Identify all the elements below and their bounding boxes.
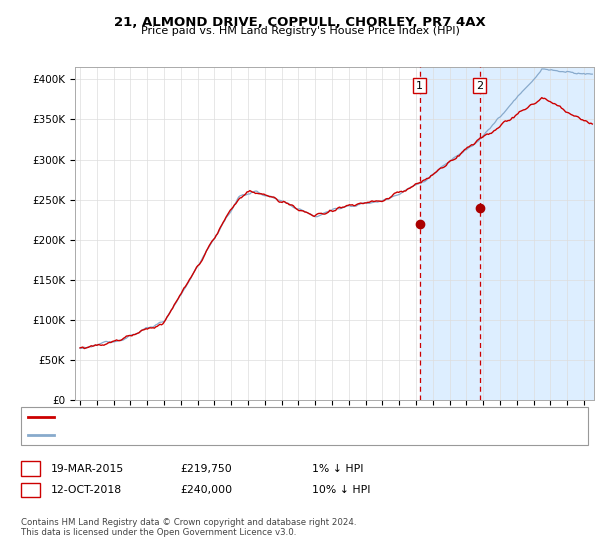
Text: £240,000: £240,000 (180, 485, 232, 495)
Bar (479, 67, 594, 400)
Text: 21, ALMOND DRIVE, COPPULL, CHORLEY, PR7 4AX: 21, ALMOND DRIVE, COPPULL, CHORLEY, PR7 … (114, 16, 486, 29)
Text: Contains HM Land Registry data © Crown copyright and database right 2024.
This d: Contains HM Land Registry data © Crown c… (21, 518, 356, 538)
Text: 2: 2 (27, 485, 34, 495)
Text: 1% ↓ HPI: 1% ↓ HPI (312, 464, 364, 474)
Text: 1: 1 (27, 464, 34, 474)
Text: £219,750: £219,750 (180, 464, 232, 474)
Text: 1: 1 (416, 81, 423, 91)
Text: 12-OCT-2018: 12-OCT-2018 (51, 485, 122, 495)
Text: 2: 2 (476, 81, 483, 91)
Text: HPI: Average price, detached house, Chorley: HPI: Average price, detached house, Chor… (60, 430, 283, 440)
Bar (419, 67, 479, 400)
Text: Price paid vs. HM Land Registry's House Price Index (HPI): Price paid vs. HM Land Registry's House … (140, 26, 460, 36)
Text: 21, ALMOND DRIVE, COPPULL, CHORLEY, PR7 4AX (detached house): 21, ALMOND DRIVE, COPPULL, CHORLEY, PR7 … (60, 412, 401, 422)
Text: 19-MAR-2015: 19-MAR-2015 (51, 464, 124, 474)
Text: 10% ↓ HPI: 10% ↓ HPI (312, 485, 371, 495)
